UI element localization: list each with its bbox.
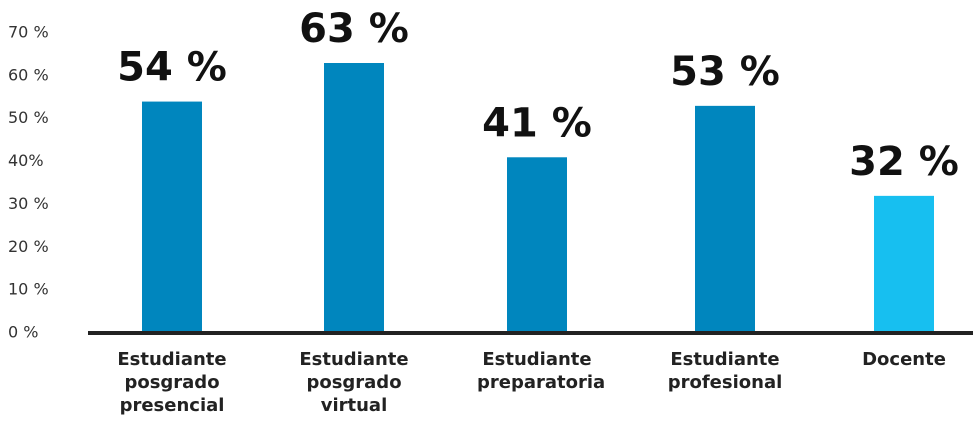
y-tick-label: 70 % bbox=[8, 23, 49, 42]
y-tick-label: 40% bbox=[8, 151, 44, 170]
y-tick-label: 0 % bbox=[8, 323, 38, 342]
x-tick-label: Docente bbox=[862, 349, 946, 370]
value-label: 53 % bbox=[670, 49, 780, 95]
bar bbox=[507, 157, 567, 333]
y-tick-label: 30 % bbox=[8, 194, 49, 213]
x-tick-label: Estudiante preparatoria bbox=[477, 349, 606, 393]
y-tick-label: 10 % bbox=[8, 280, 49, 299]
bar bbox=[695, 105, 755, 333]
value-label: 41 % bbox=[482, 100, 592, 146]
x-tick-label: Estudiante posgrado virtual bbox=[299, 349, 409, 416]
bar bbox=[874, 195, 934, 333]
y-tick-label: 50 % bbox=[8, 108, 49, 127]
x-tick-label: Estudiante profesional bbox=[667, 349, 783, 393]
value-label: 54 % bbox=[117, 45, 227, 91]
y-tick-label: 60 % bbox=[8, 65, 49, 84]
value-label: 63 % bbox=[299, 6, 409, 52]
x-tick-label: Estudiante posgrado presencial bbox=[117, 349, 227, 416]
y-tick-label: 20 % bbox=[8, 237, 49, 256]
bar bbox=[142, 101, 202, 333]
bar bbox=[324, 63, 384, 333]
value-label: 32 % bbox=[849, 139, 959, 185]
